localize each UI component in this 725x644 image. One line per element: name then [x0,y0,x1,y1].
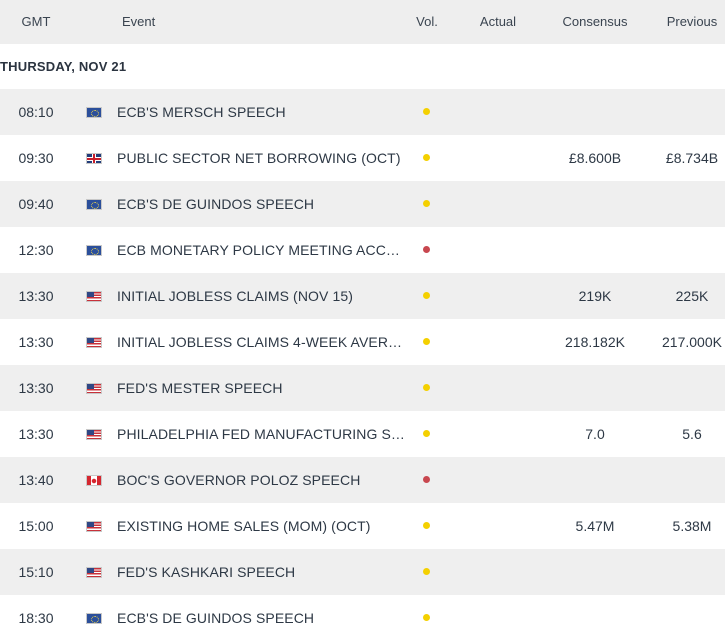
column-header-previous[interactable]: Previous [666,14,718,29]
ca-flag-icon [86,475,102,486]
volatility-medium-dot-icon [423,430,430,437]
event-time: 09:30 [18,150,54,166]
previous-value: 217.000K [662,334,722,350]
us-flag-icon [86,291,102,302]
event-name[interactable]: INITIAL JOBLESS CLAIMS (NOV 15) [117,288,353,304]
event-name[interactable]: PHILADELPHIA FED MANUFACTURING SU... [117,426,407,442]
event-time: 12:30 [18,242,54,258]
table-row[interactable]: 15:00 EXISTING HOME SALES (MOM) (OCT) 5.47… [0,503,725,549]
event-time: 13:30 [18,288,54,304]
table-row[interactable]: 13:30 INITIAL JOBLESS CLAIMS 4-WEEK AVERA… [0,319,725,365]
table-row[interactable]: 09:40 ECB'S DE GUINDOS SPEECH [0,181,725,227]
previous-value: 225K [675,288,709,304]
event-name[interactable]: PUBLIC SECTOR NET BORROWING (OCT) [117,150,401,166]
event-time: 13:30 [18,380,54,396]
table-row[interactable]: 13:30 FED'S MESTER SPEECH [0,365,725,411]
eu-flag-icon [86,199,102,210]
event-time: 13:40 [18,472,54,488]
table-row[interactable]: 12:30 ECB MONETARY POLICY MEETING ACCOU..… [0,227,725,273]
previous-value: 5.6 [682,426,702,442]
table-row[interactable]: 09:30 PUBLIC SECTOR NET BORROWING (OCT) £8… [0,135,725,181]
event-name[interactable]: ECB MONETARY POLICY MEETING ACCOU... [117,242,407,258]
volatility-medium-dot-icon [423,614,430,621]
event-time: 09:40 [18,196,54,212]
table-row[interactable]: 08:10 ECB'S MERSCH SPEECH [0,89,725,135]
previous-value: £8.734B [665,150,719,166]
us-flag-icon [86,337,102,348]
event-name[interactable]: ECB'S MERSCH SPEECH [117,104,286,120]
eu-flag-icon [86,245,102,256]
event-name[interactable]: FED'S KASHKARI SPEECH [117,564,296,580]
event-time: 13:30 [18,334,54,350]
us-flag-icon [86,429,102,440]
event-name[interactable]: ECB'S DE GUINDOS SPEECH [117,196,315,212]
volatility-medium-dot-icon [423,568,430,575]
gb-flag-icon [86,153,102,164]
volatility-medium-dot-icon [423,292,430,299]
event-time: 18:30 [18,610,54,626]
event-time: 15:10 [18,564,54,580]
eu-flag-icon [86,613,102,624]
event-name[interactable]: FED'S MESTER SPEECH [117,380,283,396]
column-header-actual[interactable]: Actual [479,14,517,29]
table-row[interactable]: 13:30 PHILADELPHIA FED MANUFACTURING SU..… [0,411,725,457]
previous-value: 5.38M [672,518,712,534]
event-time: 08:10 [18,104,54,120]
event-list: 08:10 ECB'S MERSCH SPEECH 09:30 PUBLIC SECT… [0,89,725,641]
us-flag-icon [86,567,102,578]
table-row[interactable]: 13:30 INITIAL JOBLESS CLAIMS (NOV 15) 219K… [0,273,725,319]
day-label: THURSDAY, NOV 21 [0,59,127,74]
volatility-medium-dot-icon [423,200,430,207]
volatility-high-dot-icon [423,246,430,253]
event-name[interactable]: BOC'S GOVERNOR POLOZ SPEECH [117,472,361,488]
volatility-high-dot-icon [423,476,430,483]
volatility-medium-dot-icon [423,154,430,161]
us-flag-icon [86,383,102,394]
consensus-value: 219K [578,288,612,304]
event-name[interactable]: INITIAL JOBLESS CLAIMS 4-WEEK AVERA... [117,334,407,350]
column-header-event[interactable]: Event [122,14,156,29]
consensus-value: 7.0 [585,426,605,442]
table-header: GMT Event Vol. Actual Consensus Previous [0,0,725,44]
column-header-gmt[interactable]: GMT [21,14,51,29]
event-time: 13:30 [18,426,54,442]
table-row[interactable]: 15:10 FED'S KASHKARI SPEECH [0,549,725,595]
volatility-medium-dot-icon [423,338,430,345]
volatility-medium-dot-icon [423,522,430,529]
consensus-value: 5.47M [575,518,615,534]
column-header-consensus[interactable]: Consensus [562,14,628,29]
table-row[interactable]: 18:30 ECB'S DE GUINDOS SPEECH [0,595,725,641]
event-time: 15:00 [18,518,54,534]
us-flag-icon [86,521,102,532]
volatility-medium-dot-icon [423,384,430,391]
consensus-value: £8.600B [568,150,622,166]
consensus-value: 218.182K [565,334,625,350]
table-row[interactable]: 13:40 BOC'S GOVERNOR POLOZ SPEECH [0,457,725,503]
eu-flag-icon [86,107,102,118]
column-header-vol[interactable]: Vol. [416,14,438,29]
event-name[interactable]: ECB'S DE GUINDOS SPEECH [117,610,315,626]
event-name[interactable]: EXISTING HOME SALES (MOM) (OCT) [117,518,371,534]
volatility-medium-dot-icon [423,108,430,115]
